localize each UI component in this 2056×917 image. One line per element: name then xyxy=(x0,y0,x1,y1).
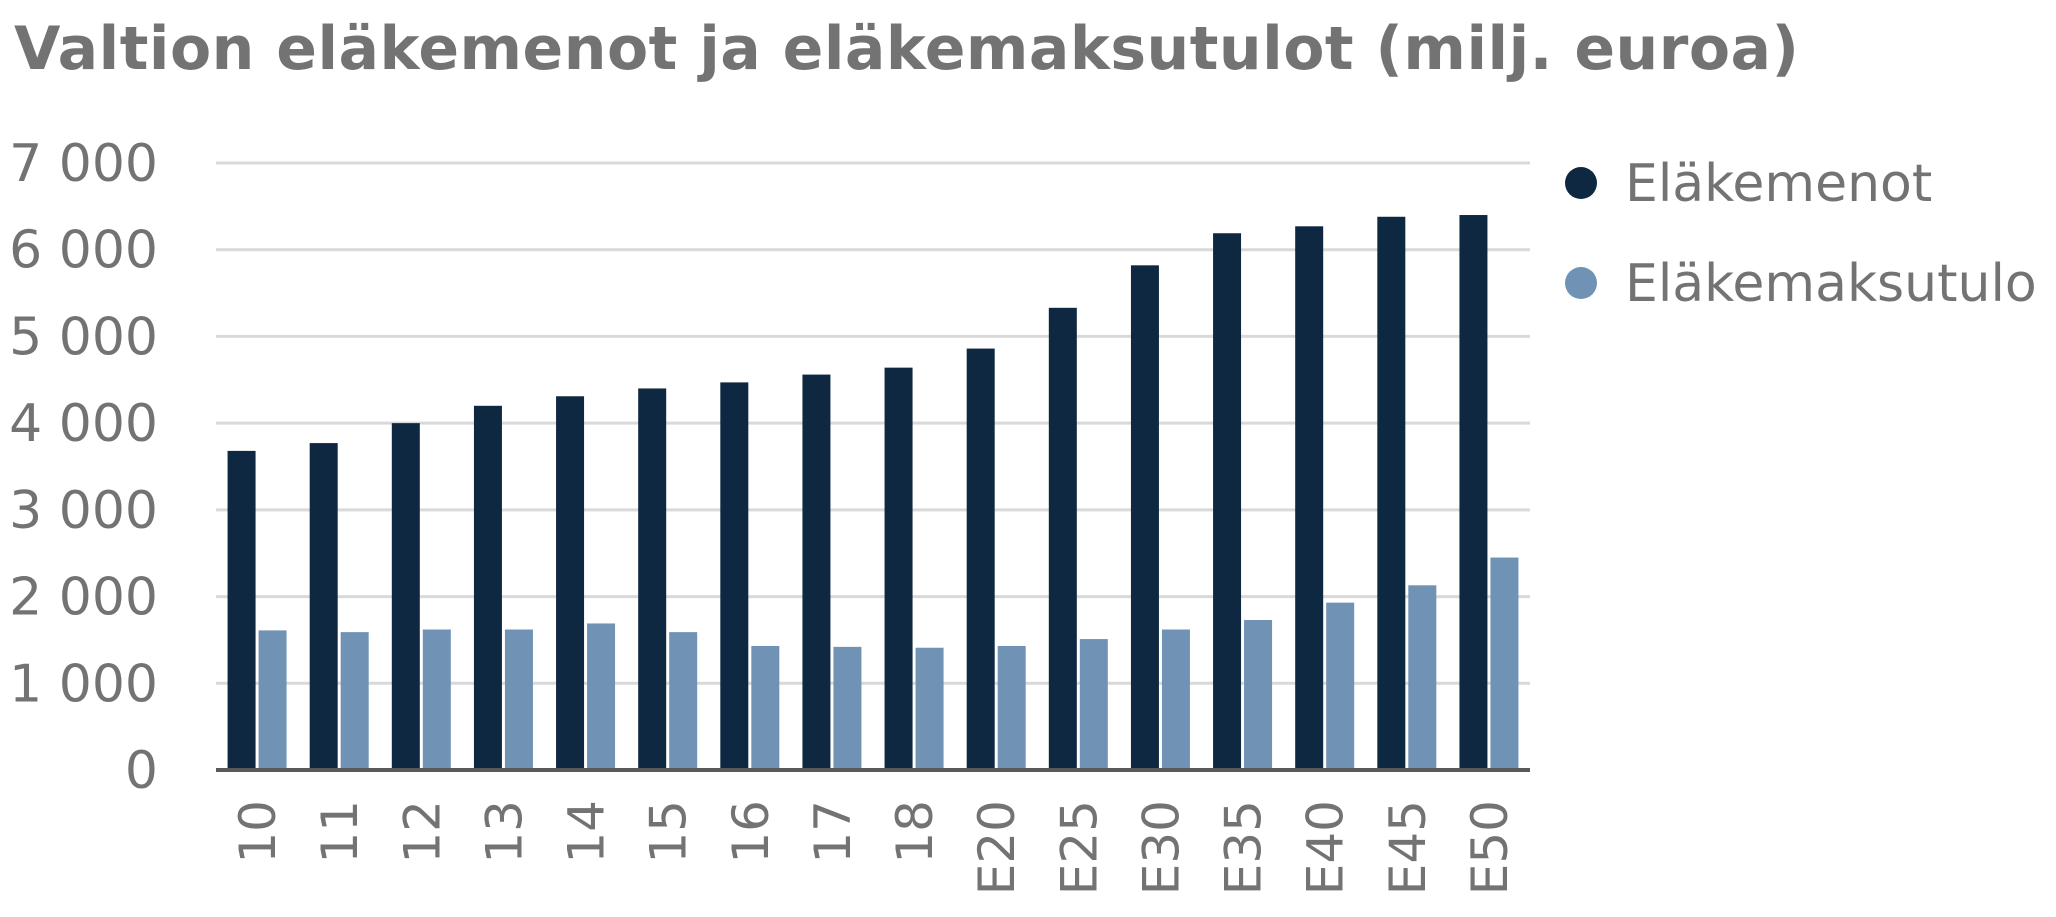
x-tick-label: E40 xyxy=(1297,800,1355,895)
bar-elakemenot xyxy=(1459,215,1488,770)
x-tick-label: 10 xyxy=(229,800,287,864)
x-tick-label: E20 xyxy=(968,800,1026,895)
bar-elakemenot xyxy=(227,450,256,770)
bar-elakemaksutulo xyxy=(1326,602,1355,770)
bar-elakemenot xyxy=(391,423,420,770)
y-tick-label: 1 000 xyxy=(9,654,158,714)
bar-elakemaksutulo xyxy=(751,645,780,770)
x-tick-label: E25 xyxy=(1050,800,1108,895)
bar-elakemenot xyxy=(1377,216,1406,770)
x-tick-label: E35 xyxy=(1215,800,1273,895)
x-axis-tick-labels: 10 11 12 13 14 15 16 17 18 E20 E25 E30 E35 E40 E45 E50 xyxy=(229,800,1519,895)
y-tick-label: 2 000 xyxy=(9,568,158,628)
y-tick-label: 7 000 xyxy=(9,134,158,194)
y-axis-tick-labels: 0 1 000 2 000 3 000 4 000 5 000 6 000 7 000 xyxy=(9,134,158,801)
bar-elakemenot xyxy=(638,388,667,770)
bar-elakemenot xyxy=(1130,265,1159,770)
legend-label: Eläkemenot xyxy=(1625,154,1932,214)
bar-elakemenot xyxy=(966,348,995,770)
legend: Eläkemenot Eläkemaksutulo xyxy=(1565,154,2037,314)
x-tick-label: E45 xyxy=(1379,800,1437,895)
x-tick-label: 13 xyxy=(475,800,533,864)
bar-elakemaksutulo xyxy=(587,623,616,770)
x-tick-label: 11 xyxy=(311,800,369,864)
bar-elakemaksutulo xyxy=(1490,557,1519,770)
bar-elakemenot xyxy=(1213,233,1242,770)
bar-elakemenot xyxy=(884,367,913,770)
bar-elakemaksutulo xyxy=(504,629,533,770)
x-tick-label: 16 xyxy=(722,800,780,864)
y-tick-label: 6 000 xyxy=(9,221,158,281)
bar-elakemaksutulo xyxy=(915,647,944,770)
x-tick-label: E30 xyxy=(1132,800,1190,895)
bar-elakemaksutulo xyxy=(1079,639,1108,770)
legend-marker xyxy=(1565,167,1597,199)
bar-elakemenot xyxy=(802,374,831,770)
chart-title: Valtion eläkemenot ja eläkemaksutulot (m… xyxy=(14,14,1800,84)
y-tick-label: 5 000 xyxy=(9,307,158,367)
x-tick-label: 17 xyxy=(804,800,862,864)
bar-elakemaksutulo xyxy=(1244,619,1273,770)
bar-elakemenot xyxy=(1295,226,1324,771)
bar-elakemaksutulo xyxy=(340,632,369,770)
x-tick-label: 18 xyxy=(886,800,944,864)
y-tick-label: 0 xyxy=(125,741,158,801)
x-tick-label: 14 xyxy=(558,800,616,864)
x-tick-label: E50 xyxy=(1461,800,1519,895)
bar-elakemaksutulo xyxy=(1408,585,1437,770)
x-tick-label: 15 xyxy=(640,800,698,864)
bar-elakemenot xyxy=(556,396,585,770)
bar-elakemaksutulo xyxy=(422,629,451,770)
bar-elakemaksutulo xyxy=(669,632,698,770)
bar-elakemaksutulo xyxy=(1161,629,1190,770)
y-tick-label: 3 000 xyxy=(9,481,158,541)
bar-elakemenot xyxy=(720,382,749,770)
y-tick-label: 4 000 xyxy=(9,394,158,454)
bar-elakemenot xyxy=(309,443,338,770)
bar-elakemaksutulo xyxy=(833,646,862,770)
legend-label: Eläkemaksutulo xyxy=(1625,254,2037,314)
x-tick-label: 12 xyxy=(393,800,451,864)
bar-elakemaksutulo xyxy=(997,645,1026,770)
bar-elakemenot xyxy=(1048,307,1077,770)
bar-elakemaksutulo xyxy=(258,630,287,770)
legend-marker xyxy=(1565,267,1597,299)
bars xyxy=(227,215,1519,771)
bar-elakemenot xyxy=(473,405,502,770)
